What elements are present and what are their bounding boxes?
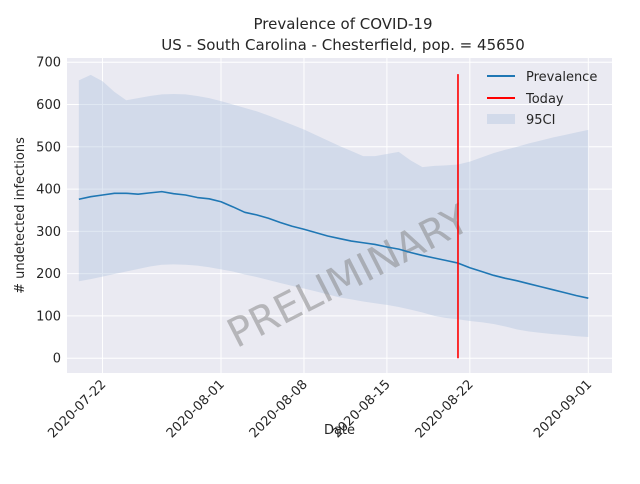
legend-label-prevalence: Prevalence xyxy=(526,70,597,85)
y-tick-label: 100 xyxy=(36,309,61,324)
y-tick-label: 500 xyxy=(36,140,61,155)
y-tick-label: 600 xyxy=(36,98,61,113)
y-tick-label: 300 xyxy=(36,225,61,240)
series-layer xyxy=(78,74,589,359)
chart-subtitle: US - South Carolina - Chesterfield, pop.… xyxy=(161,36,525,54)
x-axis-label: Date xyxy=(324,423,355,438)
y-tick-label: 200 xyxy=(36,267,61,282)
y-axis-label: # undetected infections xyxy=(13,137,28,294)
y-axis-ticks: 0 100 200 300 400 500 600 700 xyxy=(36,56,61,367)
ci-band-95 xyxy=(78,74,589,338)
grid-lines xyxy=(67,58,612,373)
chart-title: Prevalence of COVID-19 xyxy=(253,15,432,33)
legend: Prevalence Today 95CI xyxy=(487,70,597,128)
y-tick-label: 0 xyxy=(53,352,61,367)
y-tick-label: 700 xyxy=(36,56,61,71)
legend-label-today: Today xyxy=(525,92,564,107)
y-tick-label: 400 xyxy=(36,183,61,198)
legend-swatch-95ci xyxy=(487,114,515,124)
plot-area xyxy=(67,58,612,373)
legend-label-95ci: 95CI xyxy=(526,113,555,128)
series-line-prevalence xyxy=(78,190,589,299)
